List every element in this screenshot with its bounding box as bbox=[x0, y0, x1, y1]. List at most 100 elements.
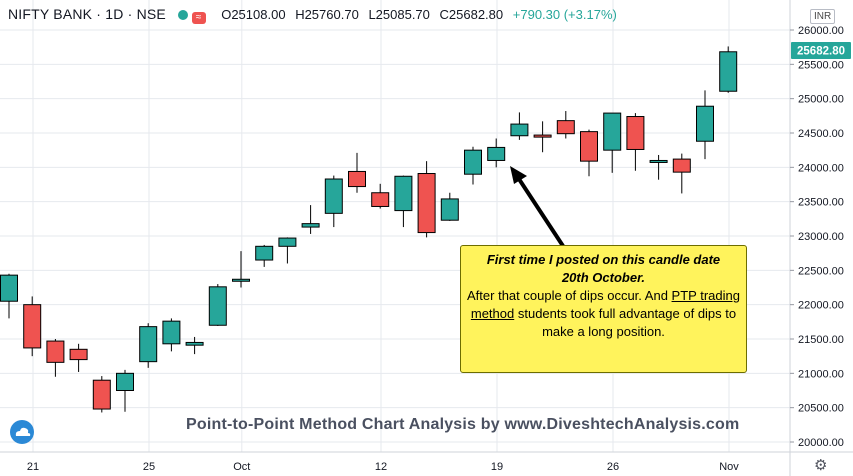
candle[interactable] bbox=[487, 138, 506, 168]
wave-icon[interactable]: ≈ bbox=[191, 12, 206, 24]
candle-body bbox=[719, 51, 738, 92]
watermark-text: Point-to-Point Method Chart Analysis by … bbox=[186, 416, 740, 433]
candle[interactable] bbox=[580, 129, 598, 177]
y-tick-label: 24500.00 bbox=[798, 128, 844, 140]
y-tick-label: 25000.00 bbox=[798, 94, 844, 106]
candle[interactable] bbox=[394, 175, 413, 228]
candle-body bbox=[278, 237, 297, 247]
candle-body bbox=[696, 105, 714, 142]
candle-body bbox=[394, 175, 413, 212]
candle[interactable] bbox=[464, 146, 482, 185]
candle-body bbox=[0, 274, 18, 302]
y-tick-label: 24000.00 bbox=[798, 162, 844, 174]
gear-icon[interactable]: ⚙ bbox=[814, 457, 828, 474]
candle[interactable] bbox=[510, 112, 529, 140]
y-tick-label: 21000.00 bbox=[798, 368, 844, 380]
candle[interactable] bbox=[556, 111, 575, 139]
candle-body bbox=[603, 112, 622, 151]
annotation-callout: First time I posted on this candle date … bbox=[460, 245, 747, 373]
candle-body bbox=[255, 245, 274, 261]
y-tick-label: 23000.00 bbox=[798, 231, 844, 243]
candle[interactable] bbox=[417, 161, 436, 238]
candle[interactable] bbox=[719, 46, 738, 93]
ohlc-high: H25760.70 bbox=[295, 7, 359, 22]
x-tick-label: Nov bbox=[719, 461, 739, 473]
candle-body bbox=[417, 173, 436, 234]
market-status-icon bbox=[177, 10, 188, 20]
candle[interactable] bbox=[278, 237, 297, 264]
candle-body bbox=[348, 170, 366, 188]
candle[interactable] bbox=[92, 376, 111, 413]
candle[interactable] bbox=[324, 175, 343, 228]
candle[interactable] bbox=[533, 121, 552, 153]
candle-body bbox=[92, 379, 111, 410]
y-tick-label: 22500.00 bbox=[798, 265, 844, 277]
candle-body bbox=[139, 326, 158, 363]
candle-body bbox=[116, 372, 134, 392]
candle-body bbox=[440, 198, 459, 221]
annotation-line4: students took full advantage of dips to … bbox=[517, 306, 737, 339]
x-tick-label: 25 bbox=[143, 461, 155, 473]
candle[interactable] bbox=[69, 343, 88, 372]
candle-body bbox=[232, 278, 250, 282]
candle[interactable] bbox=[0, 273, 18, 319]
candle-body bbox=[185, 341, 204, 346]
annotation-link[interactable]: PTP trading method bbox=[470, 288, 740, 321]
annotation-line2: 20th October. bbox=[561, 270, 646, 285]
annotation-line1: First time I posted on this candle date bbox=[486, 252, 721, 267]
candle[interactable] bbox=[301, 205, 320, 234]
candle-body bbox=[301, 223, 320, 228]
x-tick-label: 26 bbox=[607, 461, 619, 473]
candle-body bbox=[23, 304, 42, 349]
candle[interactable] bbox=[255, 244, 274, 267]
candle-body bbox=[672, 158, 691, 173]
candle-body bbox=[69, 348, 88, 361]
candle[interactable] bbox=[162, 318, 181, 352]
candle[interactable] bbox=[232, 251, 250, 288]
candle[interactable] bbox=[672, 153, 691, 194]
y-tick-label: 21500.00 bbox=[798, 334, 844, 346]
cloud-logo-icon[interactable] bbox=[10, 420, 34, 444]
candle[interactable] bbox=[696, 90, 714, 160]
annotation-line3: After that couple of dips occur. And bbox=[467, 288, 668, 303]
y-tick-label: 26000.00 bbox=[798, 25, 844, 37]
y-tick-label: 23500.00 bbox=[798, 197, 844, 209]
candle-body bbox=[626, 116, 645, 150]
candle[interactable] bbox=[116, 369, 134, 412]
candle-body bbox=[324, 178, 343, 214]
last-price-text: 25682.80 bbox=[797, 46, 845, 58]
y-tick-label: 22000.00 bbox=[798, 300, 844, 312]
ohlc-low: L25085.70 bbox=[368, 7, 430, 22]
candle[interactable] bbox=[348, 152, 366, 193]
arrow-pointer bbox=[510, 166, 565, 248]
last-price-badge: 25682.80 bbox=[791, 42, 851, 59]
candle[interactable] bbox=[440, 192, 459, 221]
candle-body bbox=[208, 286, 227, 326]
candle-body bbox=[46, 340, 65, 363]
candle-body bbox=[162, 320, 181, 345]
ohlc-close: C25682.80 bbox=[439, 7, 504, 22]
candle[interactable] bbox=[603, 112, 622, 173]
candle[interactable] bbox=[185, 336, 204, 355]
candle[interactable] bbox=[371, 183, 390, 209]
symbol-title[interactable]: NIFTY BANK · 1D · NSE bbox=[8, 6, 166, 22]
candle[interactable] bbox=[626, 113, 645, 171]
x-tick-label: Oct bbox=[233, 461, 250, 473]
ohlc-open: O25108.00 bbox=[221, 7, 286, 22]
candle[interactable] bbox=[649, 154, 668, 180]
x-tick-label: 12 bbox=[375, 461, 387, 473]
currency-badge[interactable]: INR bbox=[810, 9, 836, 24]
x-tick-label: 19 bbox=[491, 461, 503, 473]
candle[interactable] bbox=[139, 323, 158, 368]
y-tick-label: 20500.00 bbox=[798, 403, 844, 415]
candle-body bbox=[510, 123, 529, 137]
candle-body bbox=[533, 134, 552, 138]
x-tick-label: 21 bbox=[27, 461, 39, 473]
chart-header: NIFTY BANK · 1D · NSE ≈ O25108.00 H25760… bbox=[8, 6, 617, 24]
y-tick-label: 20000.00 bbox=[798, 437, 844, 449]
candle[interactable] bbox=[46, 339, 65, 377]
candle[interactable] bbox=[208, 284, 227, 326]
candle[interactable] bbox=[23, 296, 42, 357]
